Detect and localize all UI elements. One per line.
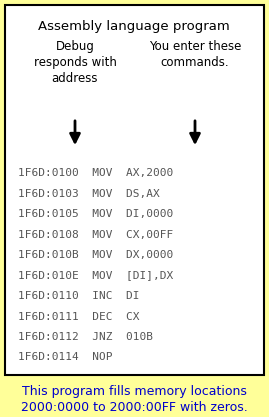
Text: You enter these
commands.: You enter these commands. <box>149 40 241 69</box>
Text: 1F6D:0112  JNZ  010B: 1F6D:0112 JNZ 010B <box>18 332 153 342</box>
Text: 1F6D:0110  INC  DI: 1F6D:0110 INC DI <box>18 291 140 301</box>
Text: 1F6D:0100  MOV  AX,2000: 1F6D:0100 MOV AX,2000 <box>18 168 173 178</box>
Text: 1F6D:0105  MOV  DI,0000: 1F6D:0105 MOV DI,0000 <box>18 209 173 219</box>
Text: 1F6D:0111  DEC  CX: 1F6D:0111 DEC CX <box>18 311 140 322</box>
Text: This program fills memory locations
2000:0000 to 2000:00FF with zeros.: This program fills memory locations 2000… <box>21 385 247 414</box>
Text: 1F6D:0103  MOV  DS,AX: 1F6D:0103 MOV DS,AX <box>18 188 160 198</box>
Bar <box>5 5 264 375</box>
Text: 1F6D:0108  MOV  CX,00FF: 1F6D:0108 MOV CX,00FF <box>18 229 173 239</box>
Text: 1F6D:0114  NOP: 1F6D:0114 NOP <box>18 352 112 362</box>
Text: 1F6D:010B  MOV  DX,0000: 1F6D:010B MOV DX,0000 <box>18 250 173 260</box>
Text: Debug
responds with
address: Debug responds with address <box>34 40 116 85</box>
Text: 1F6D:010E  MOV  [DI],DX: 1F6D:010E MOV [DI],DX <box>18 271 173 281</box>
Text: Assembly language program: Assembly language program <box>38 20 230 33</box>
